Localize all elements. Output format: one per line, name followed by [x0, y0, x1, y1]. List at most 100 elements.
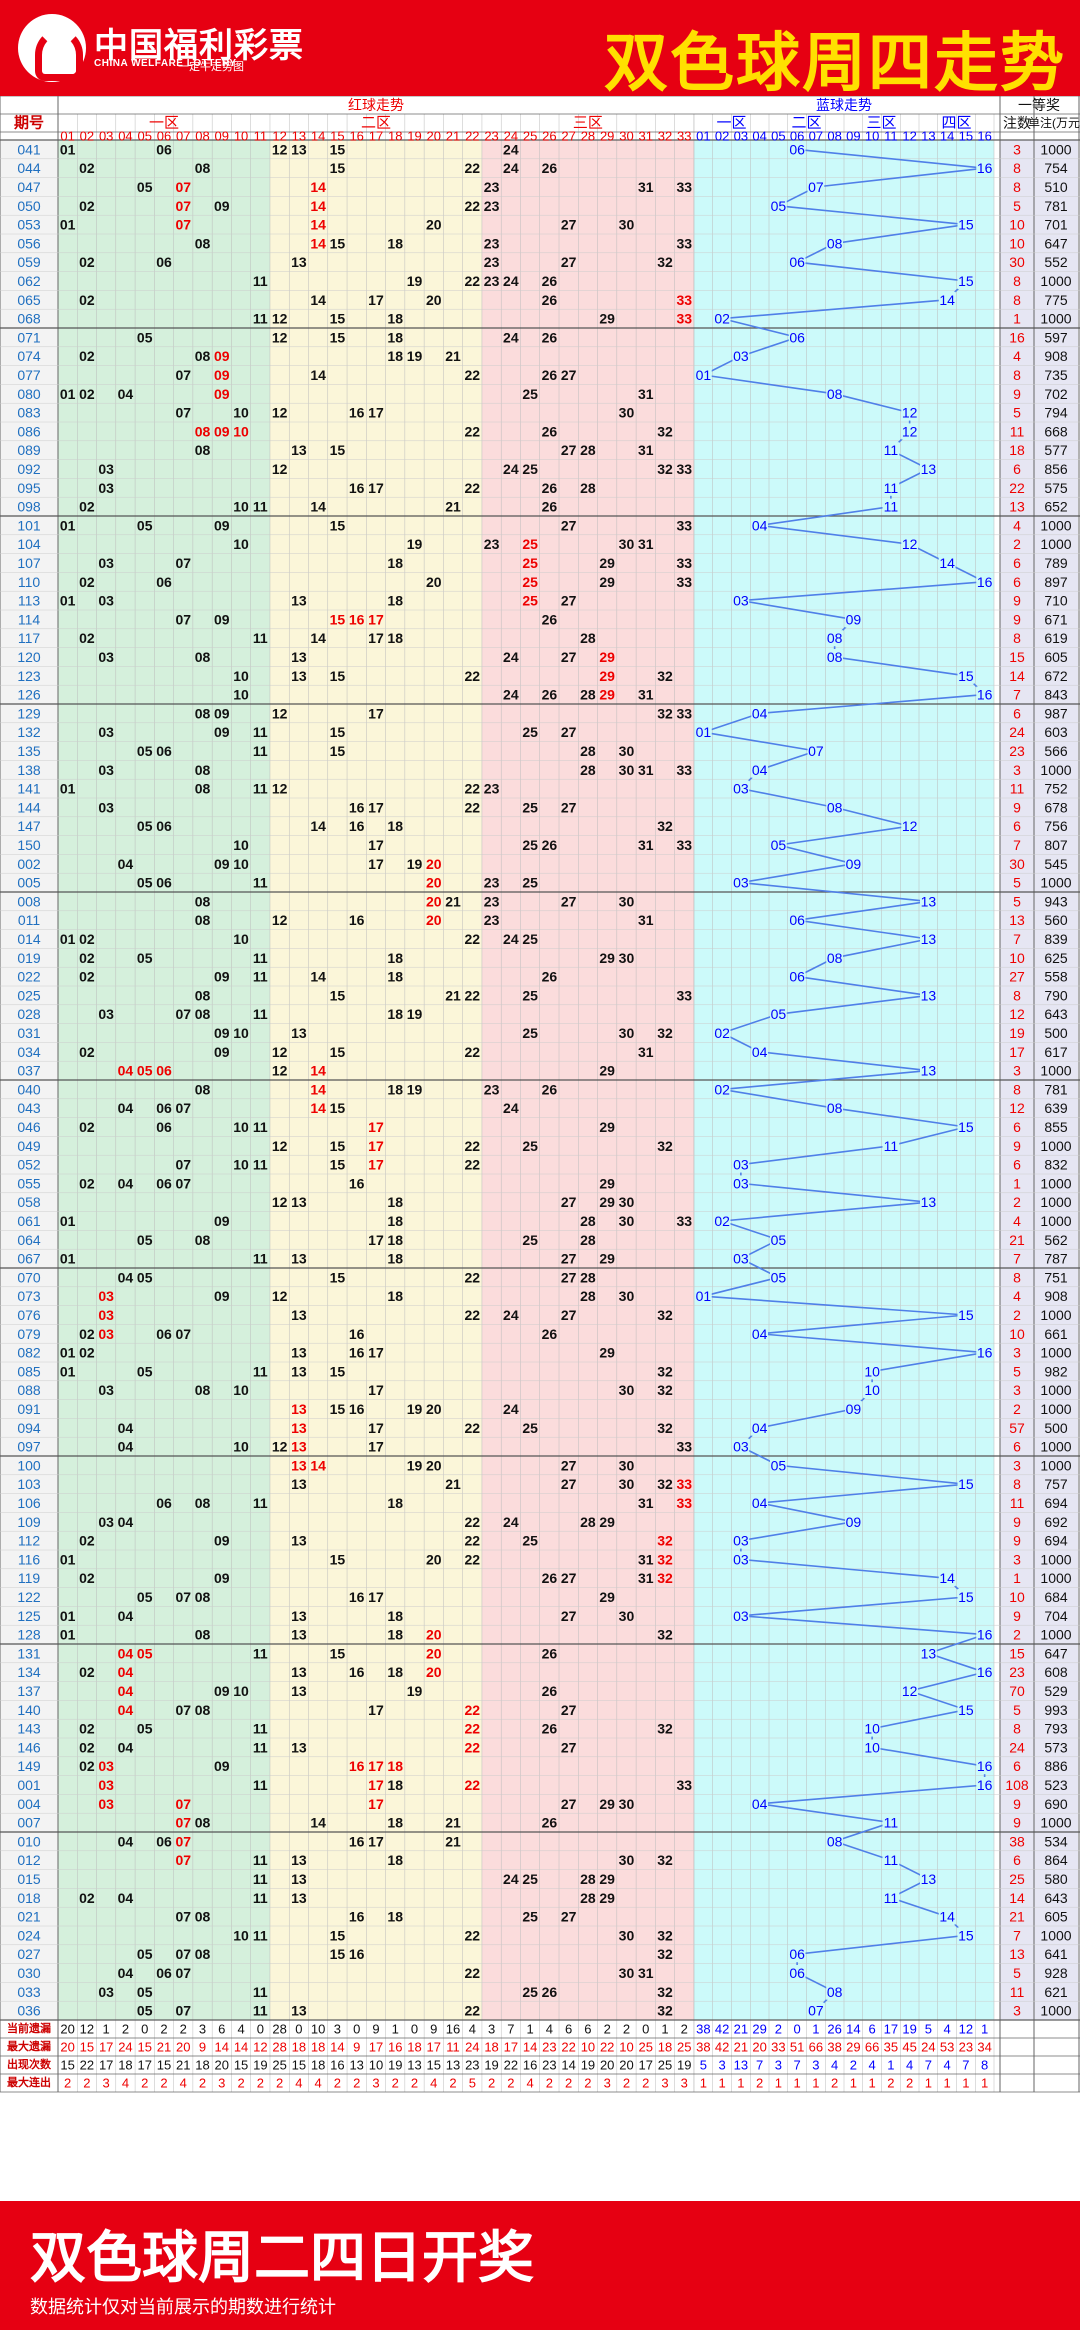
red-ball: 10 — [233, 837, 249, 853]
blue-ball: 13 — [921, 987, 937, 1003]
red-ball: 15 — [330, 1645, 346, 1661]
stats-blue-value: 1 — [869, 2076, 876, 2091]
period-label: 138 — [17, 762, 41, 778]
blue-ball: 08 — [827, 1833, 843, 1849]
blue-ball: 03 — [733, 593, 749, 609]
stats-red-value: 28 — [272, 2022, 286, 2037]
red-ball: 33 — [676, 311, 692, 327]
stats-red-value: 17 — [99, 2040, 113, 2055]
red-ball: 30 — [619, 1457, 635, 1473]
blue-ball-bg — [732, 780, 750, 797]
stats-blue-value: 29 — [846, 2040, 860, 2055]
red-ball: 23 — [484, 1081, 500, 1097]
prize-amount: 684 — [1044, 1589, 1068, 1605]
red-number-header: 17 — [369, 129, 383, 144]
red-ball: 11 — [253, 1777, 268, 1793]
period-label: 088 — [17, 1382, 41, 1398]
red-ball: 13 — [291, 1420, 307, 1436]
red-ball: 03 — [98, 593, 114, 609]
red-ball: 25 — [522, 555, 538, 571]
red-ball: 23 — [484, 912, 500, 928]
prize-count: 7 — [1013, 1251, 1021, 1267]
blue-ball-bg — [713, 1213, 731, 1229]
red-ball: 32 — [657, 1533, 673, 1549]
prize-amount: 855 — [1044, 1119, 1068, 1135]
red-ball: 30 — [619, 893, 635, 909]
stats-red-value: 21 — [157, 2040, 171, 2055]
stats-red-value: 3 — [199, 2022, 206, 2037]
red-ball: 02 — [79, 386, 95, 402]
red-ball: 05 — [137, 517, 153, 533]
red-ball: 30 — [619, 1194, 635, 1210]
red-ball: 13 — [291, 141, 307, 157]
red-ball: 09 — [214, 198, 230, 214]
red-ball: 12 — [272, 912, 288, 928]
red-ball: 15 — [330, 235, 346, 251]
blue-ball: 16 — [977, 1627, 993, 1643]
stats-red-value: 23 — [542, 2058, 556, 2073]
blue-ball-bg — [863, 1739, 881, 1756]
red-ball: 13 — [291, 593, 307, 609]
prize-count: 9 — [1013, 1138, 1021, 1154]
red-ball: 05 — [137, 1984, 153, 2000]
red-ball: 24 — [503, 1100, 519, 1116]
red-ball: 06 — [156, 1965, 172, 1981]
red-ball: 32 — [657, 1627, 673, 1643]
prize-amount: 701 — [1044, 217, 1068, 233]
red-ball: 11 — [253, 724, 268, 740]
red-ball: 31 — [638, 912, 654, 928]
red-ball: 26 — [542, 367, 558, 383]
red-ball: 31 — [638, 1044, 654, 1060]
blue-ball: 08 — [827, 799, 843, 815]
red-ball: 18 — [387, 1627, 403, 1643]
prize-amount: 652 — [1044, 499, 1068, 515]
blue-ball-bg — [770, 837, 787, 853]
prize-amount: 692 — [1044, 1514, 1068, 1530]
blue-ball: 16 — [977, 160, 993, 176]
period-label: 077 — [17, 367, 41, 383]
blue-ball-bg — [938, 1908, 956, 1925]
period-label: 100 — [17, 1457, 41, 1473]
stats-blue-value: 4 — [831, 2058, 838, 2073]
blue-ball: 05 — [771, 837, 787, 853]
red-ball: 08 — [195, 442, 211, 458]
red-ball: 22 — [465, 987, 481, 1003]
stats-red-value: 4 — [237, 2022, 244, 2037]
red-ball: 03 — [98, 1006, 114, 1022]
red-ball: 01 — [60, 1363, 76, 1379]
prize-amount: 1000 — [1040, 1401, 1071, 1417]
red-number-header: 01 — [60, 129, 74, 144]
red-ball: 04 — [118, 1420, 134, 1436]
red-ball: 03 — [98, 762, 114, 778]
red-ball: 17 — [368, 1702, 384, 1718]
red-ball: 13 — [291, 1608, 307, 1624]
stats-red-value: 2 — [604, 2022, 611, 2037]
stats-red-value: 25 — [272, 2058, 286, 2073]
prize-amount: 560 — [1044, 912, 1068, 928]
red-ball: 05 — [137, 1363, 153, 1379]
red-ball: 05 — [137, 743, 153, 759]
prize-count: 7 — [1013, 837, 1021, 853]
red-zone-header: 二区 — [361, 115, 391, 132]
stats-red-value: 2 — [160, 2022, 167, 2037]
stats-blue-value: 4 — [944, 2058, 951, 2073]
period-label: 059 — [17, 254, 41, 270]
blue-ball: 11 — [884, 1815, 899, 1831]
red-ball: 27 — [561, 1307, 577, 1323]
prize-count: 57 — [1009, 1420, 1025, 1436]
blue-ball-bg — [901, 536, 918, 553]
red-ball: 18 — [387, 1664, 403, 1680]
stats-blue-value: 17 — [884, 2022, 898, 2037]
prize-count: 5 — [1013, 198, 1021, 214]
period-label: 046 — [17, 1119, 41, 1135]
stats-red-value: 0 — [642, 2022, 649, 2037]
red-ball: 24 — [503, 1401, 519, 1417]
stats-red-value: 15 — [234, 2058, 248, 2073]
red-ball: 10 — [233, 536, 249, 552]
red-ball: 04 — [118, 1645, 134, 1661]
period-label: 010 — [17, 1833, 41, 1849]
blue-ball-bg — [957, 1476, 975, 1493]
red-ball: 17 — [368, 1420, 384, 1436]
stats-red-value: 4 — [430, 2076, 437, 2091]
prize-amount: 993 — [1044, 1702, 1068, 1718]
